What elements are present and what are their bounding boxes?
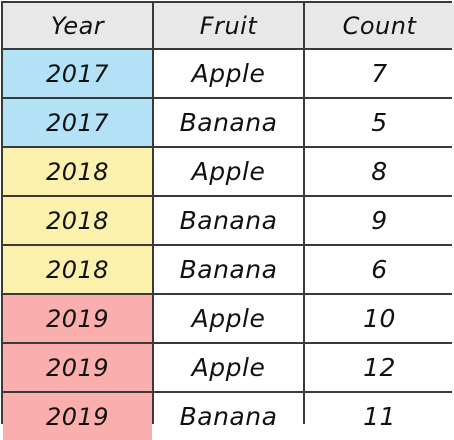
row-7-count: 12 (305, 344, 454, 391)
row-3-count: 8 (305, 148, 454, 195)
row-1-count: 7 (305, 50, 454, 97)
row-5-year: 2018 (3, 246, 152, 293)
row-4-count: 9 (305, 197, 454, 244)
row-5-count: 6 (305, 246, 454, 293)
row-8-fruit: Banana (154, 393, 303, 440)
row-1-fruit: Apple (154, 50, 303, 97)
row-1-year: 2017 (3, 50, 152, 97)
row-7-fruit: Apple (154, 344, 303, 391)
row-2-count: 5 (305, 99, 454, 146)
row-4-year: 2018 (3, 197, 152, 244)
row-7-year: 2019 (3, 344, 152, 391)
row-5-fruit: Banana (154, 246, 303, 293)
row-6-fruit: Apple (154, 295, 303, 342)
row-6-count: 10 (305, 295, 454, 342)
header-fruit: Fruit (154, 3, 303, 48)
row-3-year: 2018 (3, 148, 152, 195)
row-8-year: 2019 (3, 393, 152, 440)
header-year: Year (3, 3, 152, 48)
row-2-year: 2017 (3, 99, 152, 146)
header-count: Count (305, 3, 454, 48)
row-3-fruit: Apple (154, 148, 303, 195)
row-4-fruit: Banana (154, 197, 303, 244)
row-2-fruit: Banana (154, 99, 303, 146)
row-6-year: 2019 (3, 295, 152, 342)
row-8-count: 11 (305, 393, 454, 440)
